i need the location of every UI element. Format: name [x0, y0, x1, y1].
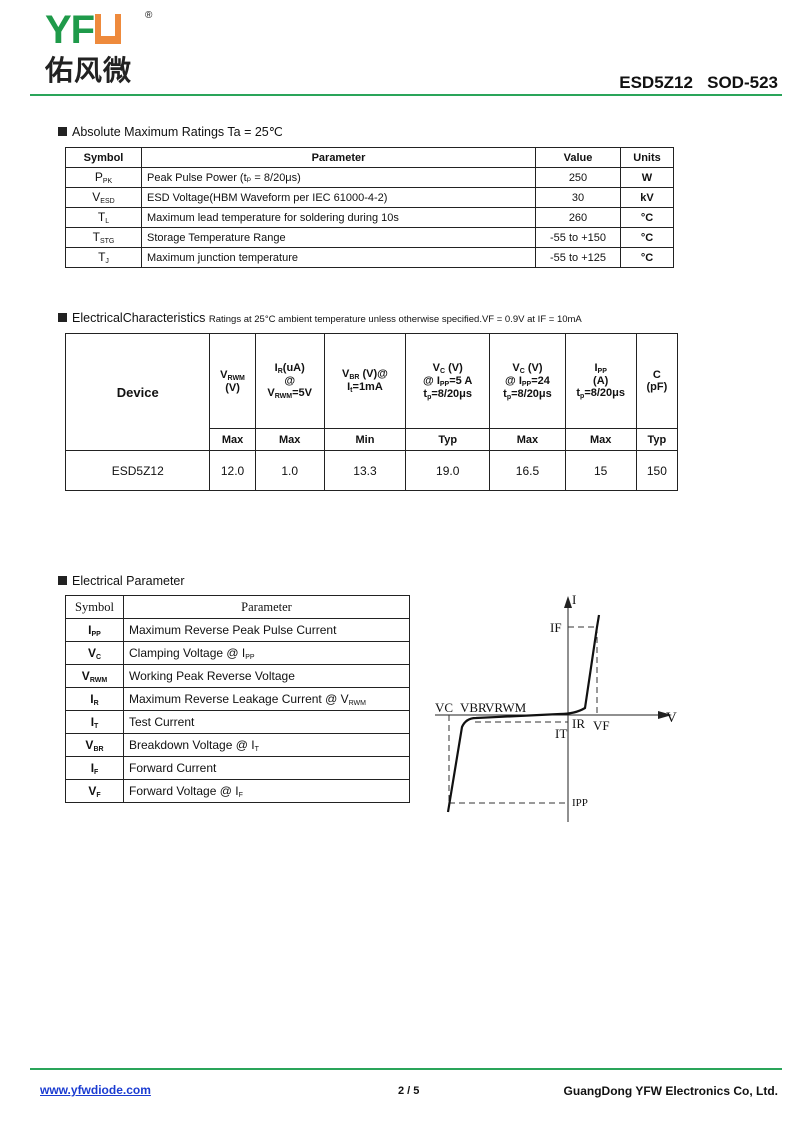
unit-cell: kV — [620, 187, 674, 208]
unit-cell: °C — [620, 207, 674, 228]
parameter-cell: Breakdown Voltage @ IT — [123, 733, 410, 757]
parameter-cell: Storage Temperature Range — [141, 227, 536, 248]
logo: YF ® 佑风微 — [45, 8, 153, 86]
label-i: I — [572, 592, 576, 607]
limit-cell: Typ — [405, 428, 491, 451]
elec-param-heading: Electrical Parameter — [58, 574, 185, 588]
param-row: VF Forward Voltage @ IF — [65, 779, 410, 803]
limit-cell: Max — [564, 428, 637, 451]
label-vbr: VBR — [460, 700, 487, 715]
company-name: GuangDong YFW Electronics Co, Ltd. — [563, 1084, 778, 1098]
symbol-cell: PPK — [65, 167, 142, 188]
param-row: IF Forward Current — [65, 756, 410, 780]
symbol-cell: IT — [65, 710, 124, 734]
symbol-cell: TL — [65, 207, 142, 228]
parameter-cell: Peak Pulse Power (tₚ = 8/20μs) — [141, 167, 536, 188]
label-ipp: IPP — [572, 797, 588, 809]
parameter-cell: Maximum Reverse Leakage Current @ VRWM — [123, 687, 410, 711]
limit-cell: Typ — [635, 428, 679, 451]
limit-row: Max Max Min Typ Max Max Typ — [66, 428, 679, 451]
parameter-cell: Test Current — [123, 710, 410, 734]
unit-cell: °C — [620, 227, 674, 248]
doc-title: ESD5Z12 SOD-523 — [619, 73, 778, 92]
limit-cell: Min — [323, 428, 407, 451]
unit-cell: °C — [620, 247, 674, 268]
value-cell: 12.0 — [209, 450, 256, 491]
i-axis-arrow — [564, 596, 572, 608]
limit-cell: Max — [489, 428, 566, 451]
parameter-cell: Clamping Voltage @ IPP — [123, 641, 410, 665]
label-it: IT — [555, 726, 567, 741]
parameter-cell: Forward Voltage @ IF — [123, 779, 410, 803]
device-row: ESD5Z12 12.0 1.0 13.3 19.0 16.5 15 150 — [64, 450, 679, 491]
param-row: IT Test Current — [65, 710, 410, 734]
value-cell: 16.5 — [489, 450, 566, 491]
symbol-cell: VESD — [65, 187, 142, 208]
label-vc: VC — [435, 700, 453, 715]
abs-max-row: PPK Peak Pulse Power (tₚ = 8/20μs) 250 W — [65, 167, 674, 188]
limit-cell: Max — [209, 428, 256, 451]
website-link[interactable]: www.yfwdiode.com — [40, 1083, 151, 1097]
iv-curve-diagram: I V IF VC VBR VRWM IR VF IT IPP — [435, 592, 677, 822]
label-v: V — [666, 710, 677, 726]
page-number: 2 / 5 — [398, 1085, 420, 1097]
label-vf: VF — [593, 718, 610, 733]
elec-param-table: Symbol Parameter IPP Maximum Reverse Peak… — [65, 595, 410, 803]
symbol-cell: VRWM — [65, 664, 124, 688]
param-row: IR Maximum Reverse Leakage Current @ VRW… — [65, 687, 410, 711]
header-rule — [30, 94, 782, 96]
symbol-cell: VBR — [65, 733, 124, 757]
unit-cell: W — [620, 167, 674, 188]
elec-char-table: Device VRWM (V) IR(uA) @ VRWM=5V VBR (V)@ It… — [64, 333, 679, 491]
value-cell: 13.3 — [323, 450, 407, 491]
parameter-cell: ESD Voltage(HBM Waveform per IEC 61000-4… — [141, 187, 536, 208]
symbol-cell: TJ — [65, 247, 142, 268]
symbol-cell: VC — [65, 641, 124, 665]
value-cell: 15 — [564, 450, 637, 491]
param-row: IPP Maximum Reverse Peak Pulse Current — [65, 618, 410, 642]
value-cell: 260 — [535, 207, 621, 228]
value-cell: 1.0 — [254, 450, 325, 491]
v-axis-arrow — [658, 711, 672, 719]
label-vrwm: VRWM — [485, 700, 527, 715]
param-row: VC Clamping Voltage @ IPP — [65, 641, 410, 665]
symbol-cell: IPP — [65, 618, 124, 642]
parameter-cell: Maximum junction temperature — [141, 247, 536, 268]
label-if: IF — [550, 620, 562, 635]
iv-curve — [446, 614, 601, 813]
abs-max-row: TL Maximum lead temperature for solderin… — [65, 207, 674, 228]
value-cell: 19.0 — [405, 450, 491, 491]
symbol-cell: IR — [65, 687, 124, 711]
footer-rule — [30, 1068, 782, 1070]
parameter-cell: Maximum Reverse Peak Pulse Current — [123, 618, 410, 642]
elec-char-heading: ElectricalCharacteristics Ratings at 25°… — [58, 311, 582, 325]
abs-max-table: Symbol Parameter Value Units PPK Peak Pulse… — [65, 147, 674, 268]
symbol-cell: TSTG — [65, 227, 142, 248]
label-ir: IR — [572, 716, 585, 731]
value-cell: 30 — [535, 187, 621, 208]
parameter-cell: Maximum lead temperature for soldering d… — [141, 207, 536, 228]
value-cell: -55 to +150 — [535, 227, 621, 248]
abs-max-row: TJ Maximum junction temperature -55 to +… — [65, 247, 674, 268]
abs-max-row: TSTG Storage Temperature Range -55 to +1… — [65, 227, 674, 248]
value-cell: 150 — [635, 450, 679, 491]
param-row: VBR Breakdown Voltage @ IT — [65, 733, 410, 757]
device-cell: ESD5Z12 — [64, 450, 211, 491]
symbol-cell: VF — [65, 779, 124, 803]
abs-max-row: VESD ESD Voltage(HBM Waveform per IEC 61… — [65, 187, 674, 208]
limit-cell: Max — [254, 428, 325, 451]
symbol-cell: IF — [65, 756, 124, 780]
value-cell: -55 to +125 — [535, 247, 621, 268]
parameter-cell: Working Peak Reverse Voltage — [123, 664, 410, 688]
parameter-cell: Forward Current — [123, 756, 410, 780]
value-cell: 250 — [535, 167, 621, 188]
param-row: VRWM Working Peak Reverse Voltage — [65, 664, 410, 688]
abs-max-heading: Absolute Maximum Ratings Ta = 25℃ — [58, 124, 283, 139]
